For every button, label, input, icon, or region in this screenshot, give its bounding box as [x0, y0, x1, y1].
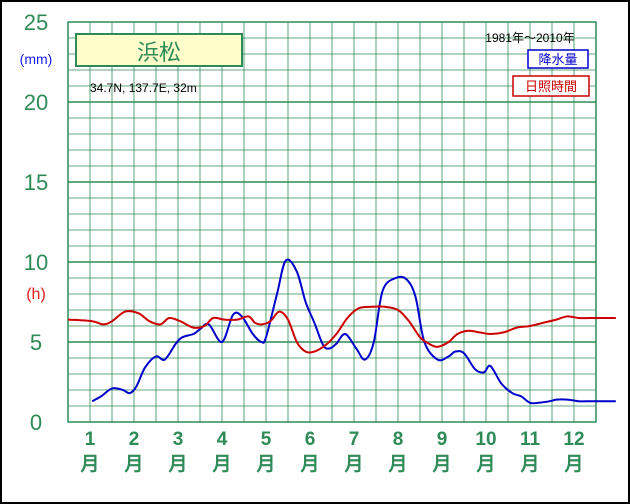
- legend-sun-box: [512, 75, 590, 97]
- x-tick-month-suffix: 月: [123, 454, 143, 475]
- x-tick-month-number: 4: [217, 429, 228, 450]
- x-tick-month-number: 12: [563, 429, 584, 450]
- x-tick-month-suffix: 月: [79, 454, 99, 475]
- x-tick-month-suffix: 月: [211, 454, 231, 475]
- y-tick-label: 10: [24, 250, 48, 275]
- x-tick-month-number: 5: [261, 429, 272, 450]
- x-tick-month-number: 1: [85, 429, 96, 450]
- x-tick-month-suffix: 月: [255, 454, 275, 475]
- x-tick-month-suffix: 月: [299, 454, 319, 475]
- chart-title: 浜松: [137, 41, 181, 66]
- y-unit-h: (h): [26, 286, 46, 303]
- x-tick-month-number: 11: [520, 429, 541, 450]
- x-tick-month-suffix: 月: [519, 454, 539, 475]
- x-tick-month-suffix: 月: [563, 454, 583, 475]
- x-tick-month-suffix: 月: [387, 454, 407, 475]
- location-text: 34.7N, 137.7E, 32m: [90, 81, 197, 95]
- period-text: 1981年～2010年: [485, 31, 574, 45]
- x-tick-month-suffix: 月: [167, 454, 187, 475]
- y-tick-label: 15: [24, 170, 48, 195]
- gridlines: [68, 22, 596, 422]
- x-tick-month-number: 6: [305, 429, 316, 450]
- legend-precip-label: 降水量: [538, 53, 577, 68]
- y-tick-label: 25: [24, 10, 48, 35]
- x-tick-month-suffix: 月: [431, 454, 451, 475]
- y-tick-label: 20: [24, 90, 48, 115]
- x-tick-month-suffix: 月: [475, 454, 495, 475]
- y-unit-mm: (mm): [20, 51, 53, 67]
- y-tick-label: 5: [30, 330, 42, 355]
- x-tick-month-number: 2: [129, 429, 140, 450]
- x-axis-ticks: 1 月 2 月 3 月 4 月 5 月 6 月 7 月 8 月 9 月 10 月 11 月 12 月: [79, 429, 584, 475]
- x-tick-month-number: 10: [475, 429, 496, 450]
- legend-precip-box: [527, 49, 589, 69]
- y-tick-label: 0: [30, 410, 42, 435]
- x-tick-month-number: 9: [437, 429, 448, 450]
- sunshine-line: [67, 305, 616, 354]
- x-tick-month-number: 3: [173, 429, 184, 450]
- series-lines: [67, 258, 616, 405]
- title-box: [75, 33, 243, 67]
- x-tick-month-suffix: 月: [343, 454, 363, 475]
- legend-sun-label: 日照時間: [525, 80, 577, 95]
- precipitation-line: [91, 258, 616, 405]
- y-axis-ticks: 0 5 10 15 20 25: [24, 10, 48, 435]
- x-tick-month-number: 7: [349, 429, 360, 450]
- x-tick-month-number: 8: [393, 429, 404, 450]
